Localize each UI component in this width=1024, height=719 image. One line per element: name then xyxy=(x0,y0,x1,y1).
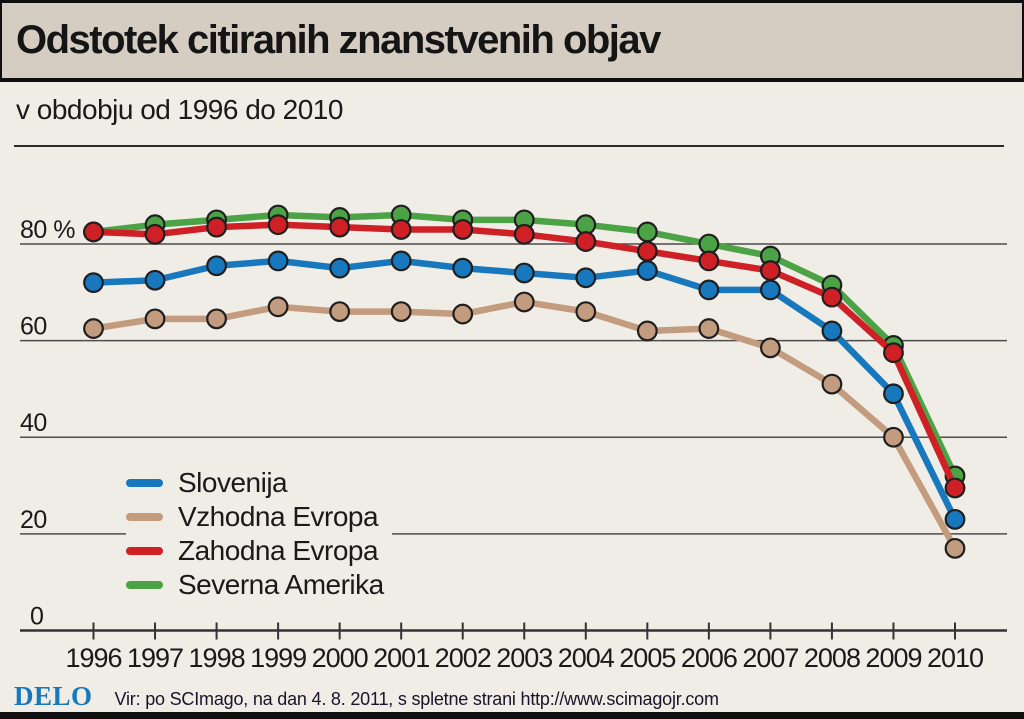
data-point xyxy=(821,286,843,308)
data-point xyxy=(944,537,966,559)
legend-label: Severna Amerika xyxy=(178,569,384,600)
data-point xyxy=(883,426,904,448)
data-point xyxy=(575,267,597,289)
data-point xyxy=(698,250,720,272)
delo-logo: DELO xyxy=(14,681,93,711)
x-tick-label: 2008 xyxy=(804,643,860,673)
data-point xyxy=(144,223,166,245)
x-tick-label: 2004 xyxy=(558,643,615,673)
x-tick-label: 1997 xyxy=(127,643,183,673)
data-point xyxy=(759,279,781,301)
data-point xyxy=(329,301,351,323)
y-tick-label: 0 xyxy=(30,603,43,631)
chart-legend: Slovenija Vzhodna Evropa Zahodna Evropa … xyxy=(126,466,392,602)
legend-item-severna-amerika: Severna Amerika xyxy=(126,568,392,602)
x-tick-label: 2010 xyxy=(927,643,983,673)
data-point xyxy=(267,296,289,318)
data-point xyxy=(636,320,658,342)
legend-swatch-icon xyxy=(126,547,163,555)
data-point xyxy=(83,221,104,243)
y-tick-label: 60 xyxy=(20,313,47,341)
x-tick-label: 2002 xyxy=(435,643,491,673)
header-band: Odstotek citiranih znanstvenih objav xyxy=(0,0,1024,82)
data-point xyxy=(452,257,474,279)
legend-swatch-icon xyxy=(126,513,163,521)
data-point xyxy=(944,508,966,530)
data-point xyxy=(575,231,597,252)
subtitle-divider xyxy=(14,145,1004,147)
data-point xyxy=(206,216,227,238)
x-tick-label: 1999 xyxy=(250,643,306,673)
data-point xyxy=(821,320,843,342)
data-point xyxy=(206,308,227,330)
y-tick-label: 20 xyxy=(20,506,47,534)
y-tick-label: 80 % xyxy=(20,216,75,244)
data-point xyxy=(390,301,412,323)
data-point xyxy=(513,262,535,284)
data-point xyxy=(575,301,597,323)
legend-swatch-icon xyxy=(126,479,163,487)
x-tick-label: 2007 xyxy=(742,643,798,673)
x-tick-label: 1998 xyxy=(189,643,245,673)
data-point xyxy=(944,477,966,499)
legend-item-slovenija: Slovenija xyxy=(126,466,392,500)
legend-item-zahodna-evropa: Zahodna Evropa xyxy=(126,534,392,568)
data-point xyxy=(390,250,412,272)
data-point xyxy=(698,279,720,301)
y-tick-label: 40 xyxy=(20,409,47,437)
data-point xyxy=(267,250,289,272)
data-point xyxy=(821,373,843,395)
data-point xyxy=(883,342,904,364)
data-point xyxy=(144,308,166,330)
legend-item-vzhodna-evropa: Vzhodna Evropa xyxy=(126,500,392,534)
source-note: Vir: po SCImago, na dan 4. 8. 2011, s sp… xyxy=(114,689,719,709)
data-point xyxy=(513,223,535,245)
x-tick-label: 2009 xyxy=(865,643,921,673)
legend-swatch-icon xyxy=(126,581,163,589)
x-tick-label: 1996 xyxy=(65,643,121,673)
legend-label: Zahodna Evropa xyxy=(178,535,379,566)
data-point xyxy=(636,240,658,262)
legend-label: Vzhodna Evropa xyxy=(178,501,379,532)
data-point xyxy=(636,221,658,243)
data-point xyxy=(206,255,227,277)
x-tick-label: 2006 xyxy=(681,643,737,673)
data-point xyxy=(329,216,351,238)
data-point xyxy=(329,257,351,279)
x-tick-label: 2003 xyxy=(496,643,552,673)
data-point xyxy=(83,272,104,294)
data-point xyxy=(452,303,474,325)
page-title: Odstotek citiranih znanstvenih objav xyxy=(16,18,661,62)
data-point xyxy=(452,219,474,240)
data-point xyxy=(390,219,412,240)
data-point xyxy=(883,383,904,405)
legend-label: Slovenija xyxy=(178,467,288,498)
data-point xyxy=(267,214,289,236)
data-point xyxy=(83,318,104,339)
chart-subtitle: v obdobju od 1996 do 2010 xyxy=(16,94,343,125)
x-tick-label: 2000 xyxy=(312,643,368,673)
data-point xyxy=(144,269,166,291)
footer: DELO Vir: po SCImago, na dan 4. 8. 2011,… xyxy=(14,681,719,712)
data-point xyxy=(636,260,658,281)
data-point xyxy=(759,337,781,359)
bottom-border xyxy=(0,712,1024,719)
x-tick-label: 2005 xyxy=(619,643,675,673)
data-point xyxy=(513,291,535,313)
data-point xyxy=(698,318,720,339)
data-point xyxy=(759,260,781,281)
x-tick-label: 2001 xyxy=(373,643,429,673)
